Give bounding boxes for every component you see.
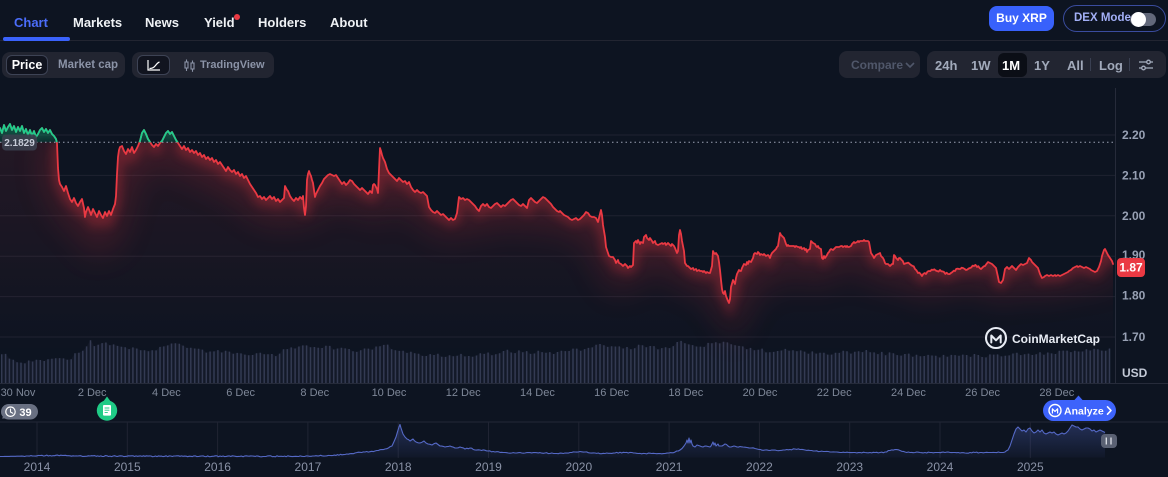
svg-text:26 Dec: 26 Dec bbox=[965, 387, 1000, 399]
svg-text:2020: 2020 bbox=[565, 460, 592, 474]
svg-text:30 Nov: 30 Nov bbox=[1, 387, 36, 399]
svg-text:2015: 2015 bbox=[114, 460, 141, 474]
svg-text:2016: 2016 bbox=[204, 460, 231, 474]
svg-text:2.1829: 2.1829 bbox=[4, 138, 35, 149]
svg-text:4 Dec: 4 Dec bbox=[152, 387, 181, 399]
svg-text:16 Dec: 16 Dec bbox=[594, 387, 629, 399]
svg-text:2014: 2014 bbox=[24, 460, 51, 474]
svg-text:10 Dec: 10 Dec bbox=[372, 387, 407, 399]
svg-text:28 Dec: 28 Dec bbox=[1039, 387, 1074, 399]
svg-text:14 Dec: 14 Dec bbox=[520, 387, 555, 399]
svg-text:18 Dec: 18 Dec bbox=[668, 387, 703, 399]
svg-text:1.70: 1.70 bbox=[1122, 330, 1146, 344]
svg-text:8 Dec: 8 Dec bbox=[300, 387, 329, 399]
svg-text:20 Dec: 20 Dec bbox=[743, 387, 778, 399]
svg-text:2019: 2019 bbox=[475, 460, 502, 474]
svg-text:2018: 2018 bbox=[385, 460, 412, 474]
svg-text:USD: USD bbox=[1122, 366, 1148, 380]
svg-text:12 Dec: 12 Dec bbox=[446, 387, 481, 399]
svg-text:1.87: 1.87 bbox=[1119, 261, 1143, 275]
svg-text:2023: 2023 bbox=[836, 460, 863, 474]
svg-text:1.80: 1.80 bbox=[1122, 289, 1146, 303]
svg-text:CoinMarketCap: CoinMarketCap bbox=[1012, 332, 1100, 346]
svg-text:2025: 2025 bbox=[1017, 460, 1044, 474]
svg-text:2.20: 2.20 bbox=[1122, 128, 1146, 142]
svg-text:2022: 2022 bbox=[746, 460, 773, 474]
svg-text:2017: 2017 bbox=[295, 460, 322, 474]
svg-text:6 Dec: 6 Dec bbox=[226, 387, 255, 399]
svg-text:2.00: 2.00 bbox=[1122, 209, 1146, 223]
svg-text:22 Dec: 22 Dec bbox=[817, 387, 852, 399]
svg-text:Analyze: Analyze bbox=[1064, 406, 1104, 418]
svg-text:24 Dec: 24 Dec bbox=[891, 387, 926, 399]
svg-text:2.10: 2.10 bbox=[1122, 168, 1146, 182]
svg-text:39: 39 bbox=[19, 407, 31, 419]
svg-text:2 Dec: 2 Dec bbox=[78, 387, 107, 399]
svg-text:2024: 2024 bbox=[927, 460, 954, 474]
svg-text:2021: 2021 bbox=[656, 460, 683, 474]
